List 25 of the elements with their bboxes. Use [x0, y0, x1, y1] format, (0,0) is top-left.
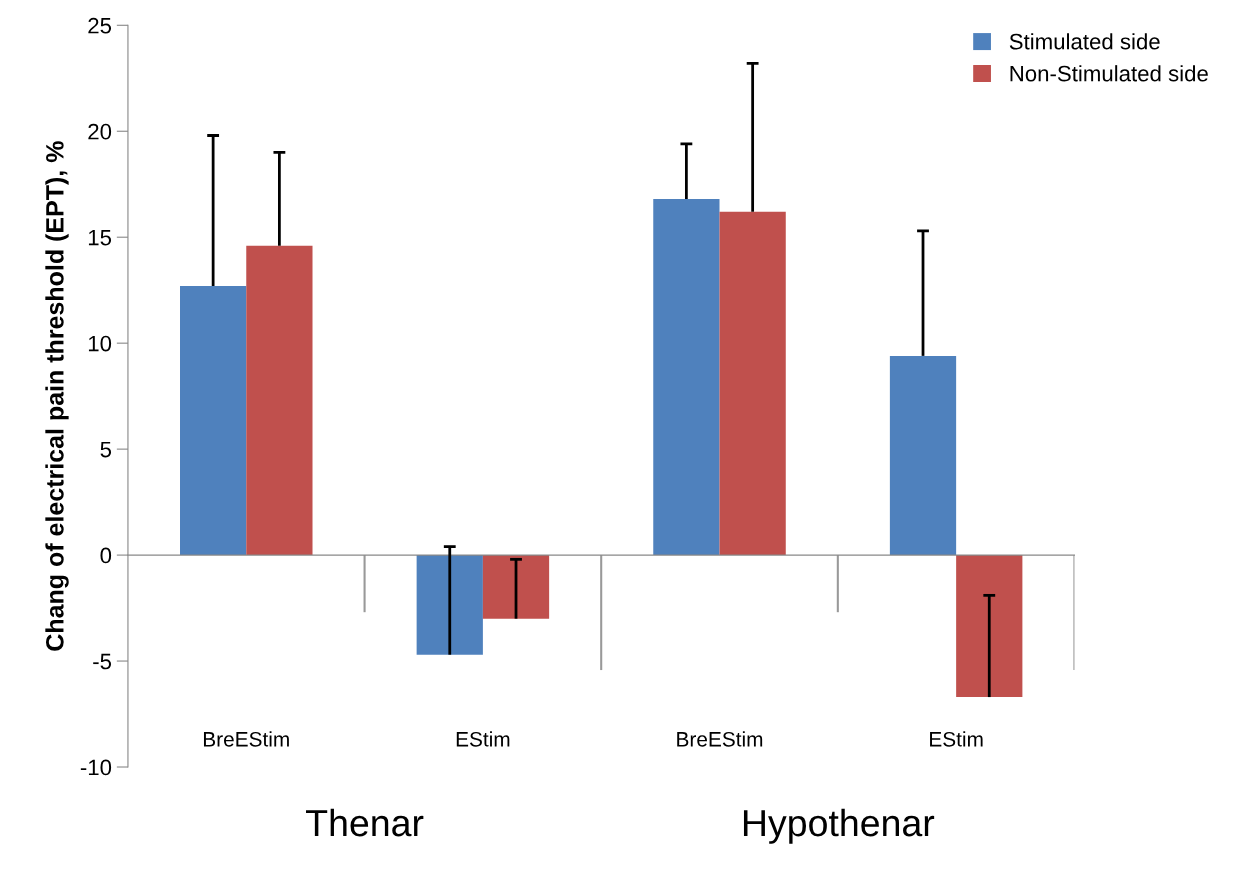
bar [653, 199, 720, 556]
text: Thenar [306, 808, 424, 837]
bar [956, 555, 1023, 698]
bar [482, 555, 550, 619]
legend-label: Stimulated side [1009, 33, 1160, 50]
x-tick-label: BreEStim [203, 731, 289, 747]
legend-label: Non-Stimulated side [1010, 65, 1208, 82]
x-tick-label: EStim [930, 731, 983, 747]
y-tick-label: 5 [100, 441, 112, 458]
y-tick-label: 0 [100, 547, 112, 564]
y-axis-title: Chang of electrical pain threshold (EPT), % [45, 141, 69, 651]
y-tick-label: -10 [80, 759, 112, 776]
text: Hypothenar [743, 808, 935, 844]
y-tick-label: 10 [88, 335, 112, 352]
y-tick-label: 15 [88, 229, 112, 246]
x-tick-label: EStim [456, 731, 510, 747]
x-tick-label: BreEStim [677, 731, 763, 747]
y-tick-label: 25 [88, 17, 112, 34]
y-tick-label: -5 [93, 653, 112, 670]
y-tick-label: 20 [88, 123, 112, 140]
bar [889, 355, 957, 556]
bar [246, 245, 313, 556]
bar [180, 285, 247, 556]
bar [719, 211, 786, 556]
bar [416, 555, 483, 655]
